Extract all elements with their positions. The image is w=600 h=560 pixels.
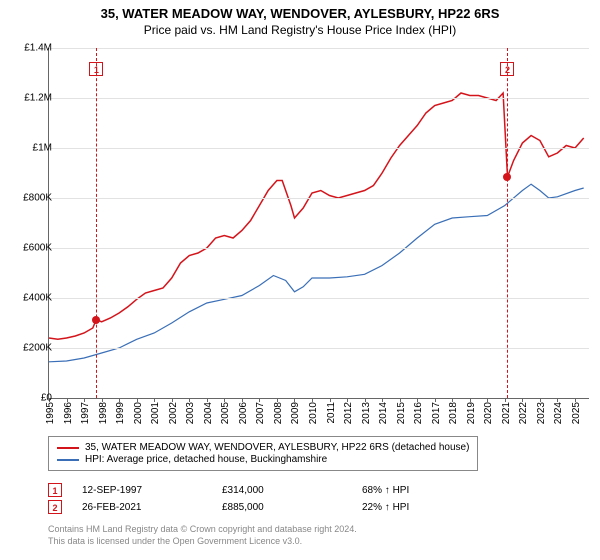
event-marker: 1 <box>89 62 103 76</box>
x-axis-label: 2003 <box>185 402 196 424</box>
x-axis-label: 2013 <box>361 402 372 424</box>
sale-date: 26-FEB-2021 <box>82 502 222 513</box>
series-property <box>49 93 584 339</box>
sale-pct: 68% ↑ HPI <box>362 485 502 496</box>
x-axis-label: 2009 <box>290 402 301 424</box>
title-block: 35, WATER MEADOW WAY, WENDOVER, AYLESBUR… <box>0 0 600 37</box>
legend-label: 35, WATER MEADOW WAY, WENDOVER, AYLESBUR… <box>85 442 469 453</box>
x-axis-label: 2006 <box>238 402 249 424</box>
chart-subtitle: Price paid vs. HM Land Registry's House … <box>0 23 600 37</box>
legend-item: 35, WATER MEADOW WAY, WENDOVER, AYLESBUR… <box>57 442 469 453</box>
sale-row: 2 26-FEB-2021£885,00022% ↑ HPI <box>48 500 502 514</box>
x-axis-label: 2005 <box>220 402 231 424</box>
event-line <box>507 48 508 398</box>
x-axis-label: 2002 <box>168 402 179 424</box>
sale-pct: 22% ↑ HPI <box>362 502 502 513</box>
y-axis-label: £1M <box>33 143 52 154</box>
event-line <box>96 48 97 398</box>
event-point <box>92 316 100 324</box>
y-axis-label: £600K <box>23 243 52 254</box>
sale-marker: 2 <box>48 500 62 514</box>
footnote-line: Contains HM Land Registry data © Crown c… <box>48 524 357 536</box>
sale-date: 12-SEP-1997 <box>82 485 222 496</box>
x-axis-label: 2024 <box>553 402 564 424</box>
legend-swatch <box>57 459 79 461</box>
legend-swatch <box>57 447 79 449</box>
x-axis-label: 2020 <box>483 402 494 424</box>
event-marker: 2 <box>500 62 514 76</box>
x-axis-label: 2001 <box>150 402 161 424</box>
x-axis-label: 2016 <box>413 402 424 424</box>
sales-table: 1 12-SEP-1997£314,00068% ↑ HPI 2 26-FEB-202… <box>48 480 502 517</box>
legend-label: HPI: Average price, detached house, Buck… <box>85 454 327 465</box>
x-axis-label: 2023 <box>536 402 547 424</box>
sale-row: 1 12-SEP-1997£314,00068% ↑ HPI <box>48 483 502 497</box>
sale-price: £314,000 <box>222 485 362 496</box>
x-axis-label: 1997 <box>80 402 91 424</box>
x-axis-label: 2019 <box>466 402 477 424</box>
x-axis-label: 2025 <box>571 402 582 424</box>
event-point <box>503 173 511 181</box>
series-hpi <box>49 184 584 362</box>
plot-area: 1995199619971998199920002001200220032004… <box>48 48 589 399</box>
x-axis-label: 2011 <box>326 402 337 424</box>
footnote: Contains HM Land Registry data © Crown c… <box>48 524 357 547</box>
sale-price: £885,000 <box>222 502 362 513</box>
x-axis-label: 2014 <box>378 402 389 424</box>
legend: 35, WATER MEADOW WAY, WENDOVER, AYLESBUR… <box>48 436 478 471</box>
y-axis-label: £400K <box>23 293 52 304</box>
y-axis-label: £800K <box>23 193 52 204</box>
y-axis-label: £200K <box>23 343 52 354</box>
x-axis-label: 2012 <box>343 402 354 424</box>
x-axis-label: 1998 <box>98 402 109 424</box>
x-axis-label: 2000 <box>133 402 144 424</box>
y-axis-label: £1.2M <box>24 93 52 104</box>
legend-item: HPI: Average price, detached house, Buck… <box>57 454 469 465</box>
x-axis-label: 2004 <box>203 402 214 424</box>
x-axis-label: 2007 <box>255 402 266 424</box>
chart-container: 35, WATER MEADOW WAY, WENDOVER, AYLESBUR… <box>0 0 600 560</box>
chart-title: 35, WATER MEADOW WAY, WENDOVER, AYLESBUR… <box>0 6 600 21</box>
sale-marker: 1 <box>48 483 62 497</box>
x-axis-label: 2018 <box>448 402 459 424</box>
x-axis-label: 1995 <box>45 402 56 424</box>
x-axis-label: 2021 <box>501 402 512 424</box>
y-axis-label: £1.4M <box>24 43 52 54</box>
footnote-line: This data is licensed under the Open Gov… <box>48 536 357 548</box>
x-axis-label: 1999 <box>115 402 126 424</box>
y-axis-label: £0 <box>41 393 52 404</box>
x-axis-label: 2022 <box>518 402 529 424</box>
x-axis-label: 2008 <box>273 402 284 424</box>
x-axis-label: 2015 <box>396 402 407 424</box>
x-axis-label: 2017 <box>431 402 442 424</box>
x-axis-label: 1996 <box>63 402 74 424</box>
x-axis-label: 2010 <box>308 402 319 424</box>
